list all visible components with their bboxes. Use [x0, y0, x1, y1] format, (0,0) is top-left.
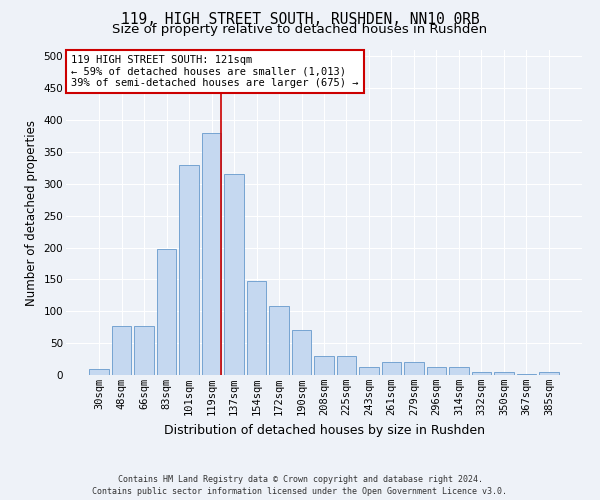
Bar: [449, 366, 469, 375]
Bar: [472, 372, 491, 375]
Text: 119, HIGH STREET SOUTH, RUSHDEN, NN10 0RB: 119, HIGH STREET SOUTH, RUSHDEN, NN10 0R…: [121, 12, 479, 28]
Bar: [134, 326, 154, 375]
Bar: [157, 250, 176, 375]
Y-axis label: Number of detached properties: Number of detached properties: [25, 120, 38, 306]
Bar: [269, 306, 289, 375]
Bar: [202, 133, 221, 375]
Text: 119 HIGH STREET SOUTH: 121sqm
← 59% of detached houses are smaller (1,013)
39% o: 119 HIGH STREET SOUTH: 121sqm ← 59% of d…: [71, 55, 359, 88]
Text: Contains HM Land Registry data © Crown copyright and database right 2024.
Contai: Contains HM Land Registry data © Crown c…: [92, 474, 508, 496]
Bar: [224, 174, 244, 375]
Bar: [89, 370, 109, 375]
Bar: [314, 356, 334, 375]
Bar: [539, 372, 559, 375]
Bar: [382, 362, 401, 375]
Bar: [404, 362, 424, 375]
Bar: [179, 164, 199, 375]
Bar: [247, 280, 266, 375]
Bar: [517, 374, 536, 375]
Bar: [427, 366, 446, 375]
Text: Size of property relative to detached houses in Rushden: Size of property relative to detached ho…: [112, 22, 488, 36]
X-axis label: Distribution of detached houses by size in Rushden: Distribution of detached houses by size …: [163, 424, 485, 436]
Bar: [494, 372, 514, 375]
Bar: [292, 330, 311, 375]
Bar: [359, 366, 379, 375]
Bar: [337, 356, 356, 375]
Bar: [112, 326, 131, 375]
